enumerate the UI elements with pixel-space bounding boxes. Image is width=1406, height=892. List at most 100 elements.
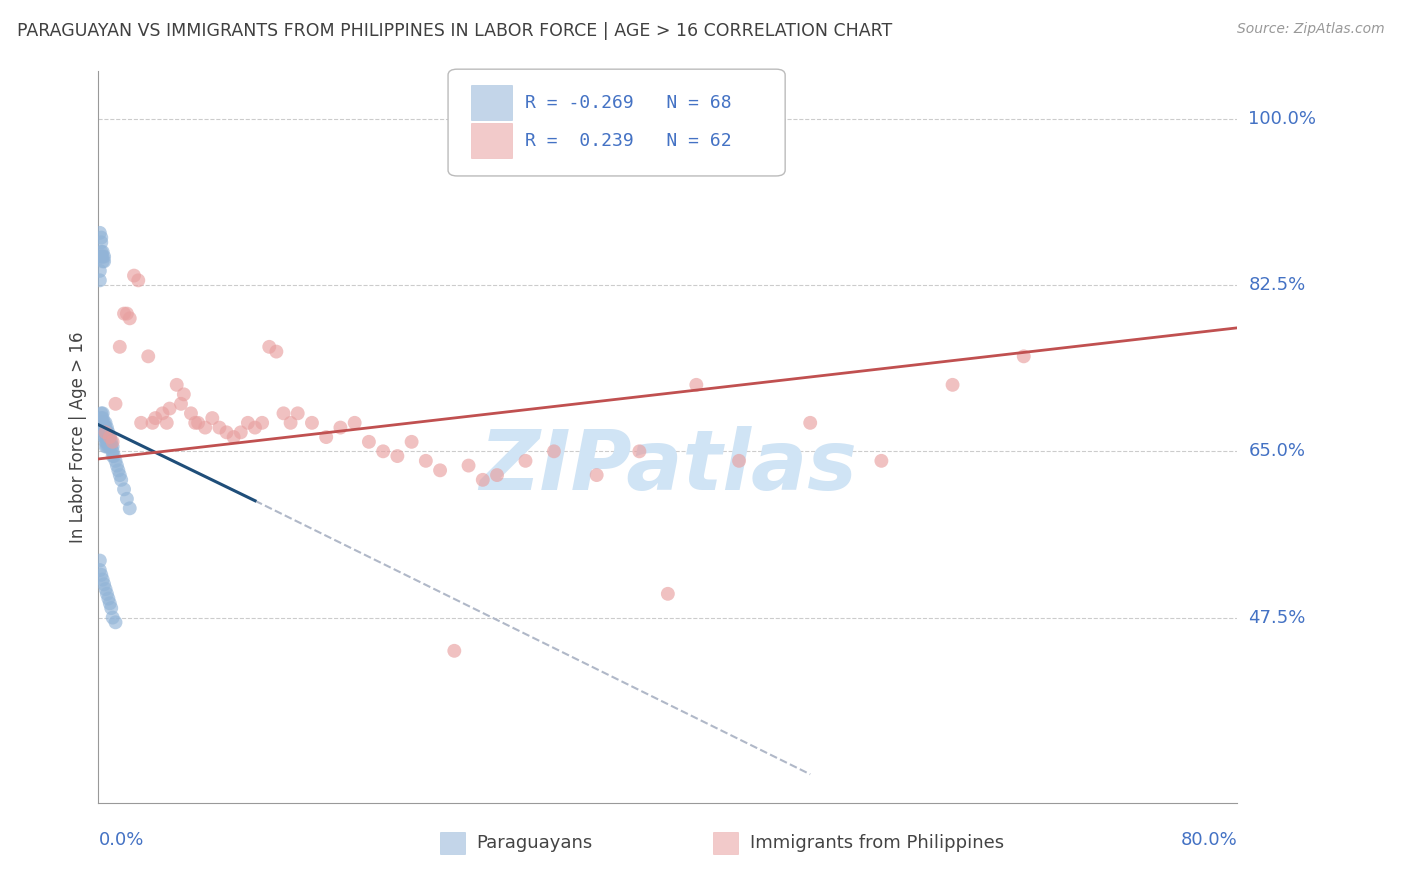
Point xyxy=(97,591,120,606)
Point xyxy=(112,483,135,497)
Point xyxy=(89,250,111,264)
Point xyxy=(90,567,112,582)
Point xyxy=(89,273,111,287)
Point xyxy=(315,430,337,444)
Point xyxy=(89,264,111,278)
Point xyxy=(108,468,131,483)
Point xyxy=(101,610,124,624)
Point xyxy=(91,406,114,420)
Point xyxy=(97,434,120,449)
Point xyxy=(628,444,651,458)
Point xyxy=(194,420,217,434)
Point xyxy=(118,501,141,516)
Point xyxy=(243,420,266,434)
Point xyxy=(222,430,245,444)
Point xyxy=(287,406,309,420)
Point xyxy=(101,434,124,449)
Point xyxy=(100,434,122,449)
Point xyxy=(266,344,288,359)
Point xyxy=(94,425,117,440)
Point xyxy=(515,454,537,468)
Point xyxy=(104,615,127,630)
Point xyxy=(91,244,114,259)
Point xyxy=(184,416,207,430)
Point xyxy=(96,430,118,444)
Point xyxy=(101,444,124,458)
Point xyxy=(98,430,121,444)
Text: 80.0%: 80.0% xyxy=(1181,830,1237,848)
Point xyxy=(180,406,202,420)
Point xyxy=(401,434,423,449)
Point xyxy=(108,340,131,354)
Point xyxy=(127,273,149,287)
Point xyxy=(89,563,111,577)
Point xyxy=(96,434,118,449)
Text: Paraguayans: Paraguayans xyxy=(477,834,593,852)
Point xyxy=(93,416,115,430)
Point xyxy=(91,254,114,268)
FancyBboxPatch shape xyxy=(471,86,512,120)
Text: 47.5%: 47.5% xyxy=(1249,608,1306,626)
Point xyxy=(105,458,128,473)
Point xyxy=(1012,349,1035,363)
Text: R = -0.269   N = 68: R = -0.269 N = 68 xyxy=(526,94,733,112)
Point xyxy=(799,416,821,430)
Point xyxy=(215,425,238,440)
Point xyxy=(89,553,111,567)
Point xyxy=(98,430,121,444)
Point xyxy=(728,454,751,468)
Point xyxy=(115,491,138,506)
Point xyxy=(97,430,120,444)
Point xyxy=(90,406,112,420)
Point xyxy=(90,250,112,264)
Point xyxy=(97,440,120,454)
Point xyxy=(122,268,145,283)
FancyBboxPatch shape xyxy=(471,123,512,159)
Point xyxy=(208,420,231,434)
Point xyxy=(343,416,366,430)
Point xyxy=(94,420,117,434)
FancyBboxPatch shape xyxy=(449,70,785,176)
Point xyxy=(91,416,114,430)
Point xyxy=(93,420,115,434)
Point xyxy=(357,434,380,449)
Point xyxy=(103,449,125,463)
Text: 65.0%: 65.0% xyxy=(1249,442,1305,460)
FancyBboxPatch shape xyxy=(713,832,738,854)
Point xyxy=(387,449,409,463)
Point xyxy=(91,420,114,434)
Point xyxy=(98,440,121,454)
Text: Immigrants from Philippines: Immigrants from Philippines xyxy=(749,834,1004,852)
Point xyxy=(145,411,167,425)
Point xyxy=(93,250,115,264)
Point xyxy=(373,444,395,458)
Point xyxy=(415,454,437,468)
Text: R =  0.239   N = 62: R = 0.239 N = 62 xyxy=(526,132,733,150)
Point xyxy=(457,458,479,473)
Point xyxy=(96,425,118,440)
Point xyxy=(104,454,127,468)
Point xyxy=(94,434,117,449)
Point xyxy=(98,434,121,449)
Point xyxy=(141,416,163,430)
Point xyxy=(91,250,114,264)
Text: 82.5%: 82.5% xyxy=(1249,277,1306,294)
Point xyxy=(471,473,494,487)
Point xyxy=(93,577,115,591)
Point xyxy=(93,430,115,444)
Text: PARAGUAYAN VS IMMIGRANTS FROM PHILIPPINES IN LABOR FORCE | AGE > 16 CORRELATION : PARAGUAYAN VS IMMIGRANTS FROM PHILIPPINE… xyxy=(17,22,893,40)
FancyBboxPatch shape xyxy=(440,832,465,854)
Point xyxy=(301,416,323,430)
Point xyxy=(115,307,138,321)
Text: ZIPatlas: ZIPatlas xyxy=(479,425,856,507)
Point xyxy=(170,397,193,411)
Point xyxy=(259,340,281,354)
Point xyxy=(870,454,893,468)
Point xyxy=(100,440,122,454)
Point xyxy=(273,406,295,420)
Point xyxy=(166,377,188,392)
Text: 100.0%: 100.0% xyxy=(1249,110,1316,128)
Point xyxy=(250,416,273,430)
Point xyxy=(486,468,509,483)
Point xyxy=(443,644,465,658)
